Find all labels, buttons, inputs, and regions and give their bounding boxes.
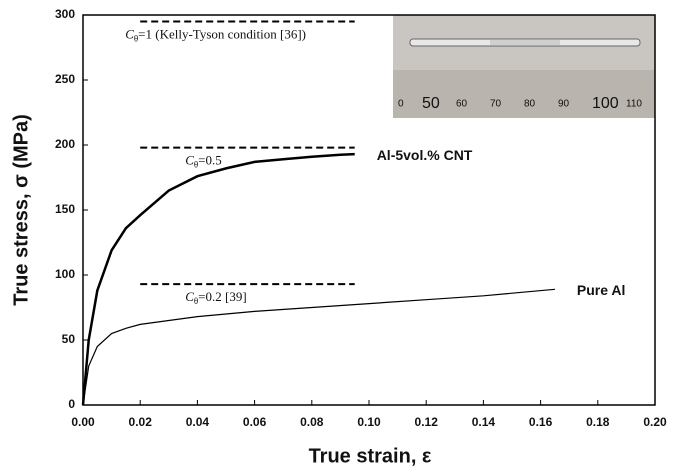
reference-text: =0.5 bbox=[198, 153, 222, 168]
series-line bbox=[83, 154, 355, 405]
y-tick-label: 250 bbox=[55, 72, 75, 86]
chart: True strain, ε True stress, σ (MPa) 0 50 6… bbox=[0, 0, 678, 472]
y-tick-label: 150 bbox=[55, 202, 75, 216]
x-tick-label: 0.08 bbox=[300, 415, 324, 429]
inset-rod-gauge bbox=[490, 40, 560, 45]
series-line bbox=[83, 289, 555, 405]
x-tick-label: 0.02 bbox=[129, 415, 153, 429]
x-tick-label: 0.12 bbox=[415, 415, 439, 429]
x-tick-label: 0.04 bbox=[186, 415, 210, 429]
x-tick-label: 0.10 bbox=[357, 415, 381, 429]
x-tick-label: 0.00 bbox=[71, 415, 95, 429]
y-axis-title: True stress, σ (MPa) bbox=[10, 114, 32, 306]
x-tick-label: 0.06 bbox=[243, 415, 267, 429]
reference-symbol: C bbox=[185, 153, 194, 168]
inset-ruler-label: 80 bbox=[524, 99, 536, 110]
y-tick-label: 0 bbox=[68, 397, 75, 411]
reference-label: Cθ=0.5 bbox=[185, 153, 222, 170]
inset-ruler-label: 90 bbox=[558, 99, 570, 110]
y-tick-label: 200 bbox=[55, 137, 75, 151]
y-tick-label: 50 bbox=[62, 332, 76, 346]
reference-symbol: C bbox=[185, 289, 194, 304]
inset-ruler-label: 100 bbox=[592, 95, 619, 112]
series-label: Al-5vol.% CNT bbox=[377, 147, 473, 163]
reference-symbol: C bbox=[125, 26, 134, 41]
inset-ruler-label: 110 bbox=[626, 99, 642, 110]
inset-ruler-label: 50 bbox=[422, 95, 440, 112]
inset-ruler-label: 60 bbox=[456, 99, 468, 110]
series-label: Pure Al bbox=[577, 282, 626, 298]
y-tick-label: 100 bbox=[55, 267, 75, 281]
reference-text: =0.2 [39] bbox=[198, 289, 247, 304]
inset-ruler-label: 70 bbox=[490, 99, 502, 110]
reference-label: Cθ=0.2 [39] bbox=[185, 289, 246, 306]
inset-ruler-label: 0 bbox=[398, 99, 404, 110]
x-tick-label: 0.14 bbox=[472, 415, 496, 429]
x-tick-label: 0.18 bbox=[586, 415, 610, 429]
reference-text: =1 (Kelly-Tyson condition [36]) bbox=[138, 26, 306, 41]
x-tick-label: 0.16 bbox=[529, 415, 553, 429]
y-tick-label: 300 bbox=[55, 7, 75, 21]
x-tick-label: 0.20 bbox=[643, 415, 667, 429]
x-axis-title: True strain, ε bbox=[309, 445, 432, 467]
reference-label: Cθ=1 (Kelly-Tyson condition [36]) bbox=[125, 26, 306, 43]
